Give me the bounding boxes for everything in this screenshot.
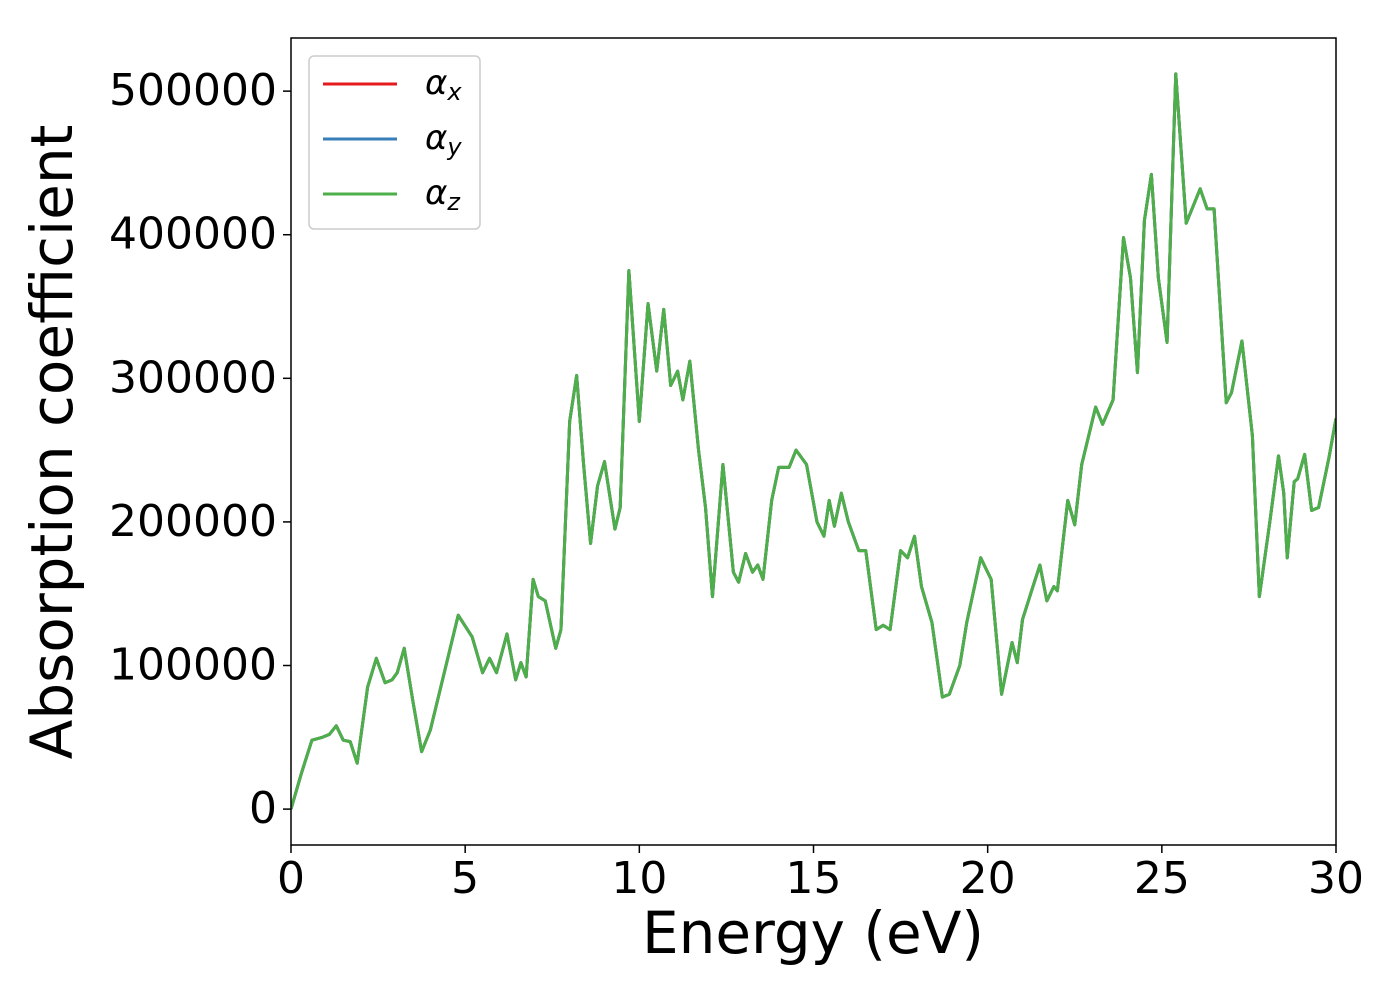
legend-label: αx <box>425 63 462 107</box>
y-tick-label: 200000 <box>109 496 277 547</box>
x-tick-label: 5 <box>451 853 479 904</box>
x-axis-label: Energy (eV) <box>642 899 984 967</box>
x-tick-label: 30 <box>1308 853 1364 904</box>
x-tick-label: 15 <box>786 853 842 904</box>
legend-label: αz <box>425 173 461 217</box>
x-tick-label: 0 <box>277 853 305 904</box>
plot-frame <box>290 37 1337 846</box>
y-tick-label: 400000 <box>109 209 277 260</box>
y-tick-label: 0 <box>249 783 277 834</box>
x-tick-label: 25 <box>1134 853 1190 904</box>
x-tick-label: 20 <box>960 853 1016 904</box>
y-tick-label: 100000 <box>109 640 277 691</box>
legend-box <box>308 55 481 230</box>
x-tick-label: 10 <box>611 853 667 904</box>
data-line <box>291 72 1336 810</box>
y-tick-label: 300000 <box>109 352 277 403</box>
y-axis-label: Absorption coefficient <box>18 125 86 760</box>
y-tick-label: 500000 <box>109 65 277 116</box>
legend-label: αy <box>425 118 462 162</box>
